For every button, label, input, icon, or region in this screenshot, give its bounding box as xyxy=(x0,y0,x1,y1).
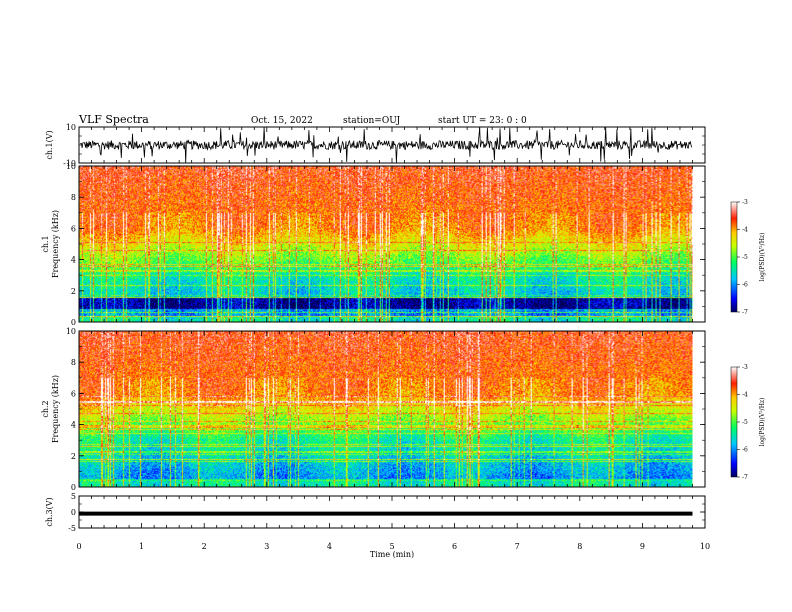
ch1-spectrogram-y-ticks: 0 2 4 6 8 10 xyxy=(66,162,705,327)
ch3-y-tick-label: -5 xyxy=(68,524,76,533)
ch1-spec-y-tick-label: 0 xyxy=(71,318,76,327)
start-time-label: start UT = 23: 0 : 0 xyxy=(438,116,527,126)
time-axis-tick-label: 4 xyxy=(327,542,332,551)
ch2-colorbar-tick-label: -7 xyxy=(742,474,748,481)
ch1-x-ticks xyxy=(78,127,706,163)
ch1-colorbar-tick-label: -4 xyxy=(742,227,748,234)
ch2-spec-y-tick-label: 8 xyxy=(71,358,76,367)
ch1-colorbar-label: log(PSD)(V²/Hz) xyxy=(759,233,766,282)
figure-title: VLF Spectra xyxy=(78,113,149,126)
ch1-spec-y-tick-label: 6 xyxy=(71,224,76,233)
ch3-y-ticks: 5 0 -5 xyxy=(68,492,705,533)
ch3-waveform-panel: 5 0 -5 ch.3(V) xyxy=(45,492,706,533)
ch2-spectrogram-y-ticks: 0 2 4 6 8 10 xyxy=(66,327,705,492)
ch1-colorbar-tick-label: -6 xyxy=(742,282,748,289)
ch1-colorbar-tick-label: -3 xyxy=(742,199,748,206)
ch1-y-tick-label: 10 xyxy=(66,123,76,132)
time-axis-tick-label: 3 xyxy=(264,542,269,551)
date-label: Oct. 15, 2022 xyxy=(251,116,313,126)
ch2-colorbar-tick-label: -4 xyxy=(742,392,748,399)
time-axis-tick-label: 7 xyxy=(515,542,520,551)
time-axis-tick-label: 8 xyxy=(577,542,582,551)
ch1-spec-y-tick-label: 8 xyxy=(71,193,76,202)
ch1-spec-y-tick-label: 4 xyxy=(71,256,76,265)
time-axis-tick-label: 9 xyxy=(640,542,645,551)
ch1-spec-y-tick-label: 2 xyxy=(71,287,76,296)
ch1-spec-y-tick-label: 10 xyxy=(66,162,76,171)
ch1-spectrogram-ylabel-line1: ch.1 xyxy=(41,235,50,252)
ch1-colorbar-ticks: -3 -4 -5 -6 -7 xyxy=(737,199,748,316)
ch2-colorbar-tick-label: -6 xyxy=(742,447,748,454)
time-axis-tick-label: 5 xyxy=(389,542,394,551)
ch1-waveform-line xyxy=(79,126,693,163)
ch2-spec-y-tick-label: 6 xyxy=(71,389,76,398)
ch2-colorbar-label: log(PSD)(V²/Hz) xyxy=(759,398,766,447)
ch2-colorbar-ticks: -3 -4 -5 -6 -7 xyxy=(737,364,748,481)
ch1-colorbar-tick-label: -7 xyxy=(742,309,748,316)
time-axis-label: Time (min) xyxy=(370,550,414,559)
ch1-y-ticks: 10-10 xyxy=(63,123,705,168)
ch3-y-tick-label: 0 xyxy=(71,508,76,517)
ch2-spec-y-tick-label: 4 xyxy=(71,421,76,430)
ch2-spectrogram-ylabel-line2: Frequency (kHz) xyxy=(51,375,60,443)
time-axis-tick-labels: 0 1 2 3 4 5 6 7 8 9 10 xyxy=(76,542,710,551)
ch2-spec-y-tick-label: 0 xyxy=(71,483,76,492)
ch2-spectrogram-ylabel-line1: ch.2 xyxy=(41,400,50,417)
ch1-spectrogram-image xyxy=(79,166,693,322)
ch1-colorbar-tick-label: -5 xyxy=(742,254,748,261)
ch3-waveform-ylabel: ch.3(V) xyxy=(45,497,54,526)
time-axis-tick-label: 10 xyxy=(700,542,710,551)
time-axis-tick-label: 0 xyxy=(76,542,81,551)
ch2-spec-y-tick-label: 10 xyxy=(66,327,76,336)
ch2-spec-y-tick-label: 2 xyxy=(71,452,76,461)
ch1-waveform-panel: 10-10 ch.1(V) xyxy=(45,123,706,168)
ch2-colorbar xyxy=(730,366,738,478)
ch2-spectrogram-x-ticks xyxy=(78,331,706,487)
ch1-waveform-ylabel: ch.1(V) xyxy=(45,130,54,159)
ch3-x-ticks xyxy=(78,496,706,528)
ch2-spectrogram-image xyxy=(79,331,693,487)
ch2-colorbar-tick-label: -5 xyxy=(742,419,748,426)
ch1-y-tick-label: -10 xyxy=(63,159,76,168)
time-axis-tick-label: 2 xyxy=(202,542,207,551)
ch1-spectrogram-ylabel-line2: Frequency (kHz) xyxy=(51,210,60,278)
ch2-colorbar-tick-label: -3 xyxy=(742,364,748,371)
time-axis-tick-label: 1 xyxy=(139,542,144,551)
ch1-colorbar xyxy=(730,201,738,313)
ch1-spectrogram-x-ticks xyxy=(78,166,706,322)
ch3-y-tick-label: 5 xyxy=(71,492,76,501)
station-label: station=OUJ xyxy=(343,116,401,126)
time-axis-tick-label: 6 xyxy=(452,542,457,551)
